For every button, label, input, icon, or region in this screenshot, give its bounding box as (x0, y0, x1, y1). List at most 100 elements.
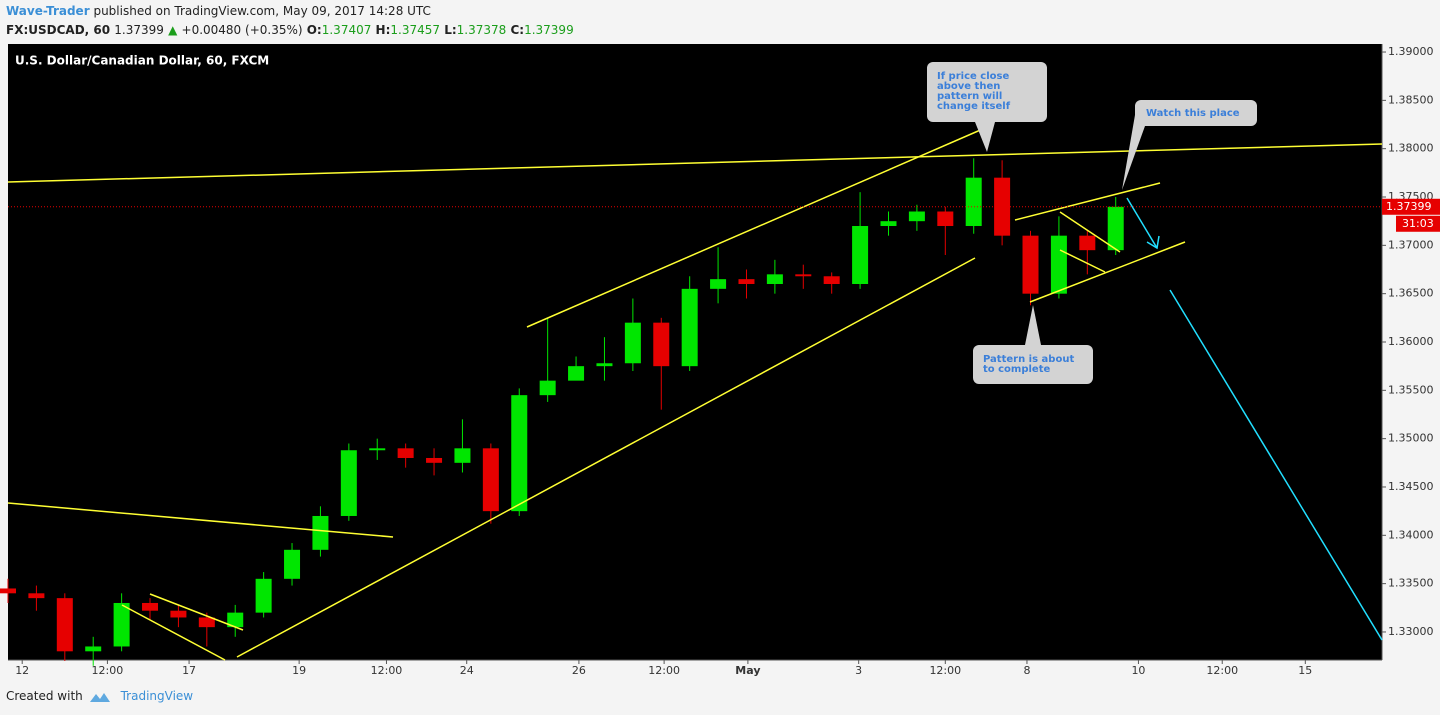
price-label: 1.37399 (1386, 200, 1432, 213)
x-tick-label: 12:00 (1206, 664, 1238, 677)
candle-body (795, 274, 812, 277)
h-label: H: (375, 23, 391, 37)
candle-body (738, 279, 755, 285)
y-tick-label: 1.36000 (1388, 335, 1434, 348)
created: Created with (6, 689, 83, 703)
published: published on TradingView.com, May 09, 20… (93, 4, 431, 18)
y-tick-label: 1.38500 (1388, 93, 1434, 106)
candle-body (28, 593, 45, 599)
candle-body (340, 450, 357, 516)
x-tick-label: 12:00 (92, 664, 124, 677)
x-tick-label: 8 (1023, 664, 1030, 677)
header: Wave-Trader published on TradingView.com… (6, 4, 574, 37)
candle-body (511, 395, 528, 512)
x-tick-label: 17 (182, 664, 196, 677)
x-tick-label: 3 (855, 664, 862, 677)
logo (90, 693, 110, 702)
candle-body (880, 221, 897, 227)
author[interactable]: Wave-Trader (6, 4, 90, 18)
annotation: Watch this place (1146, 108, 1240, 119)
candle-body (170, 610, 187, 618)
candle-body (710, 279, 727, 289)
candle-body (1022, 235, 1039, 294)
candle-body (624, 322, 641, 364)
candle-body (454, 448, 471, 463)
candle-body (369, 448, 386, 451)
o-label: O: (306, 23, 322, 37)
candle-body (284, 549, 301, 579)
candle-body (823, 276, 840, 285)
candle-body (568, 366, 585, 381)
x-tick-label: 12:00 (648, 664, 680, 677)
candle-body (0, 588, 16, 594)
annotation: to complete (983, 364, 1050, 375)
candle-body (596, 363, 613, 367)
x-tick-label: 12:00 (929, 664, 961, 677)
x-tick-label: May (735, 664, 760, 677)
candle-body (681, 288, 698, 367)
annotation: pattern will (937, 91, 1002, 102)
trend-lines (7, 127, 1383, 661)
o: 1.37407 (321, 23, 372, 37)
projection (1126, 197, 1383, 641)
y-tick-label: 1.35500 (1388, 383, 1434, 396)
candle-body (56, 598, 73, 652)
countdown: 31:03 (1402, 217, 1434, 230)
c-label: C: (510, 23, 525, 37)
c: 1.37399 (524, 23, 574, 37)
candle-body (994, 177, 1011, 236)
candle-body (852, 226, 869, 285)
y-tick-label: 1.37000 (1388, 238, 1434, 251)
symbol: FX:USDCAD, 60 (6, 23, 111, 37)
annotation: Pattern is about (983, 354, 1074, 365)
x-tick-label: 15 (1298, 664, 1312, 677)
callouts (927, 62, 1257, 384)
candle-body (1107, 206, 1124, 251)
x-tick-label: 26 (572, 664, 586, 677)
l: 1.37378 (456, 23, 507, 37)
candle-body (482, 448, 499, 512)
candle-body (227, 612, 244, 628)
candle-body (965, 177, 982, 227)
brand[interactable]: TradingView (120, 689, 194, 703)
y-tick-label: 1.34500 (1388, 480, 1434, 493)
countdown-box (1396, 215, 1440, 232)
y-tick-label: 1.39000 (1388, 45, 1434, 58)
x-tick-label: 12 (15, 664, 29, 677)
y-tick-label: 1.38000 (1388, 142, 1434, 155)
candle-body (142, 602, 159, 611)
y-tick-label: 1.33500 (1388, 577, 1434, 590)
footer: Created with TradingView (6, 689, 193, 703)
x-tick-label: 19 (292, 664, 306, 677)
y-tick-label: 1.36500 (1388, 287, 1434, 300)
price-box (1382, 198, 1440, 215)
candle-body (113, 602, 130, 647)
candle-body (1050, 235, 1067, 294)
x-tick-label: 10 (1131, 664, 1145, 677)
candle-body (198, 617, 215, 628)
y-tick-label: 1.34000 (1388, 528, 1434, 541)
chart-title: U.S. Dollar/Canadian Dollar, 60, FXCM (15, 54, 269, 68)
annotation: If price close (937, 71, 1009, 82)
candle-body (426, 457, 443, 463)
candle-body (937, 211, 954, 227)
chart: U.S. Dollar/Canadian Dollar, 60, FXCM If… (0, 44, 1440, 677)
x-tick-label: 12:00 (371, 664, 403, 677)
candle-body (255, 578, 272, 613)
price: 1.37399 (114, 23, 164, 37)
change: +0.00480 (+0.35%) (181, 23, 303, 37)
annotation: above then (937, 81, 1000, 92)
y-tick-label: 1.35000 (1388, 432, 1434, 445)
y-tick-label: 1.33000 (1388, 625, 1434, 638)
candle-body (312, 515, 329, 550)
candle-body (397, 448, 414, 458)
candle-body (1079, 235, 1096, 251)
candle-body (539, 380, 556, 396)
annotation: change itself (937, 101, 1011, 112)
x-tick-label: 24 (460, 664, 474, 677)
candle-body (908, 211, 925, 222)
candle-body (653, 322, 670, 367)
candle-body (766, 274, 783, 285)
h: 1.37457 (390, 23, 441, 37)
